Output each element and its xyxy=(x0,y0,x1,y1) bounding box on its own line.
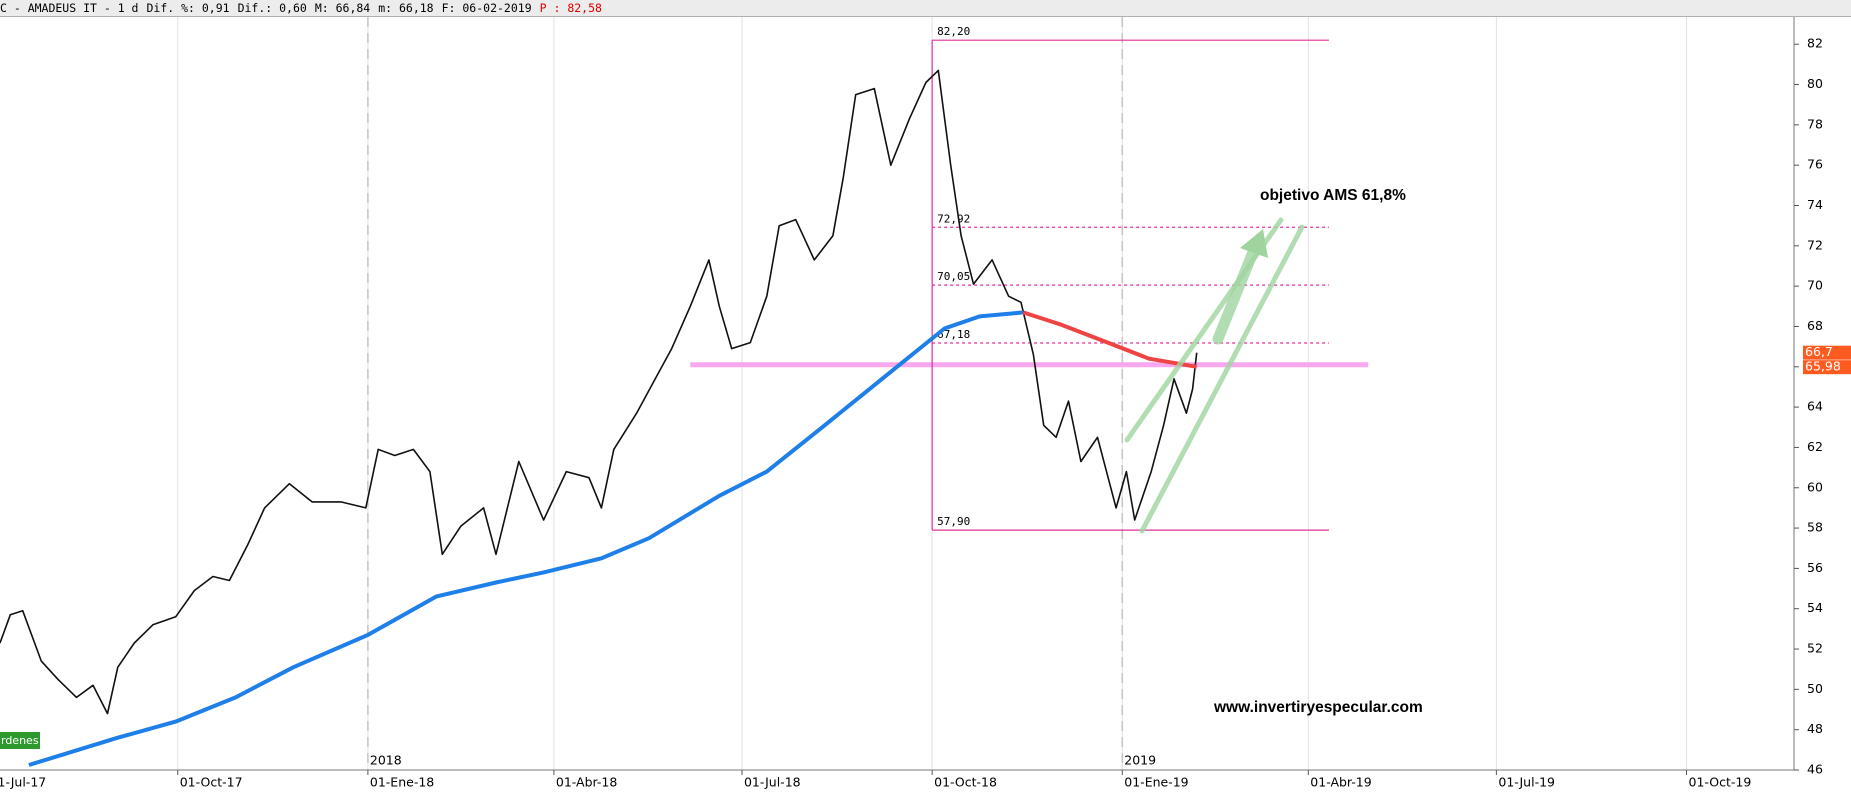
y-tick-label: 72 xyxy=(1807,237,1823,252)
y-tick-label: 54 xyxy=(1807,600,1823,615)
orders-box[interactable] xyxy=(0,732,40,749)
fib-label: 67,18 xyxy=(937,328,970,341)
y-tick-label: 76 xyxy=(1807,157,1823,172)
x-tick-label: 01-Abr-19 xyxy=(1310,775,1371,790)
fib-label: 72,92 xyxy=(937,212,970,225)
overlays: 82,20 72,92 70,05 67,18 57,90 xyxy=(690,25,1369,531)
channel xyxy=(1124,217,1305,534)
x-tick-label: 01-Jul-18 xyxy=(744,775,801,790)
y-tick-label: 56 xyxy=(1807,560,1823,575)
orders-label[interactable]: rdenes xyxy=(1,734,39,747)
x-tick-label: 01-Ene-19 xyxy=(1124,775,1188,790)
y-tick-label: 50 xyxy=(1807,681,1823,696)
annotation: www.invertiryespecular.com xyxy=(1213,699,1423,716)
header-field: F: 06-02-2019 xyxy=(441,1,532,15)
y-tick-label: 64 xyxy=(1807,399,1823,414)
y-tick-label: 62 xyxy=(1807,439,1823,454)
fib-label: 57,90 xyxy=(937,515,970,528)
y-tick-label: 68 xyxy=(1807,318,1823,333)
trend-arrow xyxy=(1212,246,1259,345)
y-tick-label: 80 xyxy=(1807,76,1823,91)
y-tick-label: 82 xyxy=(1807,36,1823,51)
header-field: M: 66,84 xyxy=(314,1,371,15)
x-tick-label: 01-Oct-17 xyxy=(180,775,243,790)
price-tag xyxy=(1803,360,1851,375)
header-field: Dif.: 0,60 xyxy=(237,1,307,15)
year-label: 2019 xyxy=(1124,753,1156,768)
price-line xyxy=(28,310,1024,767)
axes: 01-Jul-17 01-Oct-17 01-Ene-18 01-Abr-18 01-J… xyxy=(0,17,1851,790)
header-field: P : 82,58 xyxy=(539,1,602,15)
trend-arrow-head xyxy=(1240,229,1268,258)
channel-line xyxy=(1139,224,1305,534)
annotation: objetivo AMS 61,8% xyxy=(1260,187,1406,204)
price-line xyxy=(1022,310,1198,369)
header-field: C - AMADEUS IT - 1 d xyxy=(0,1,139,15)
series xyxy=(0,69,1198,767)
y-tick-label: 48 xyxy=(1807,721,1823,736)
grid xyxy=(177,17,1688,770)
header-field: Dif. %: 0,91 xyxy=(146,1,230,15)
x-tick-label: 01-Abr-18 xyxy=(556,775,617,790)
y-tick-label: 52 xyxy=(1807,641,1823,656)
y-tick-label: 74 xyxy=(1807,197,1823,212)
price-tag-label: 66,7 xyxy=(1805,344,1833,359)
y-tick-label: 46 xyxy=(1807,762,1823,777)
year-label: 2018 xyxy=(370,753,402,768)
y-tick-label: 58 xyxy=(1807,520,1823,535)
x-tick-label: 01-Oct-19 xyxy=(1689,775,1752,790)
x-tick-label: 01-Jul-19 xyxy=(1498,775,1555,790)
x-tick-label: 01-Oct-18 xyxy=(934,775,997,790)
header-field: m: 66,18 xyxy=(378,1,434,15)
y-tick-label: 60 xyxy=(1807,479,1823,494)
header: C - AMADEUS IT - 1 d Dif. %: 0,91 Dif.: 0,… xyxy=(0,0,1851,17)
price-tag-label: 65,98 xyxy=(1805,359,1841,374)
fib-label: 70,05 xyxy=(937,270,970,283)
x-tick-label: 01-Ene-18 xyxy=(370,775,434,790)
y-tick-label: 78 xyxy=(1807,116,1823,131)
y-tick-label: 70 xyxy=(1807,278,1823,293)
price-line xyxy=(0,69,1198,715)
fib-label: 82,20 xyxy=(937,25,970,38)
x-tick-label: 01-Jul-17 xyxy=(0,775,46,790)
price-tag xyxy=(1803,345,1851,360)
